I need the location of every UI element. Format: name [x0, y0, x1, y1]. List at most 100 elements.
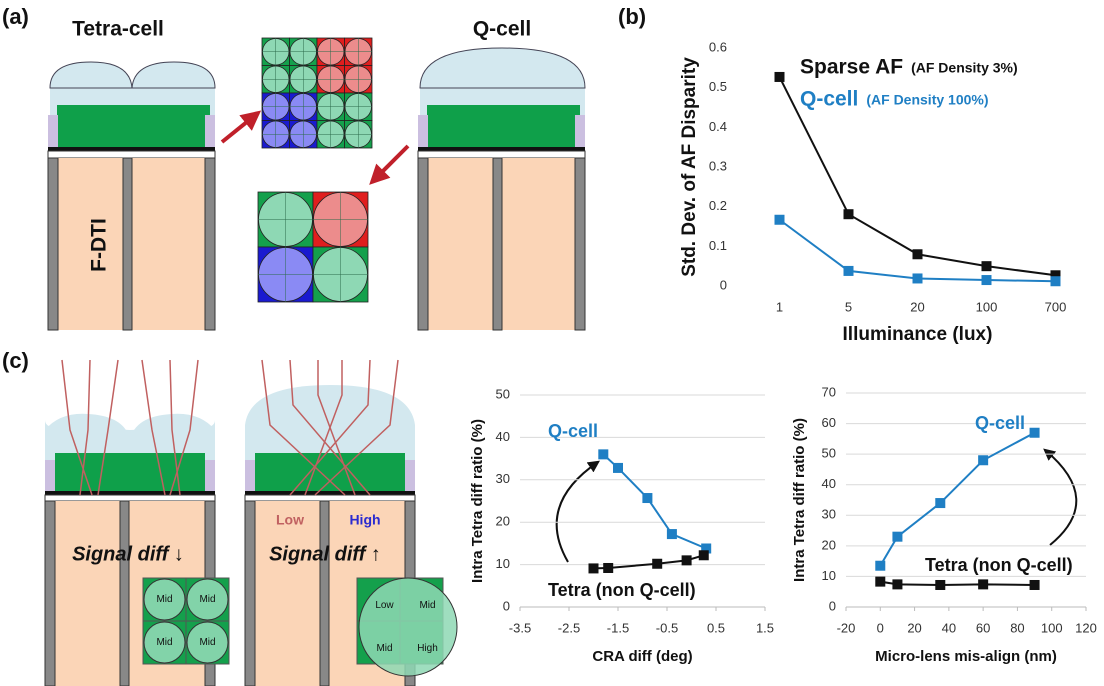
arrow	[1045, 450, 1076, 545]
y-tick-label: 0.4	[709, 119, 727, 134]
marker	[892, 579, 902, 589]
y-tick-label: 0	[829, 598, 836, 613]
series-note: (AF Density 3%)	[911, 60, 1018, 76]
marker	[935, 498, 945, 508]
series-label: Q-cell	[800, 88, 858, 111]
marker	[598, 449, 608, 459]
arrow	[222, 113, 258, 142]
signal-text: Signal diff ↓	[72, 543, 184, 565]
marker	[982, 261, 992, 271]
y-tick-label: 0.5	[709, 79, 727, 94]
marker	[775, 72, 785, 82]
marker	[613, 463, 623, 473]
structure-label: F-DTI	[88, 218, 111, 272]
micro-lens	[359, 578, 457, 676]
y-tick-label: 10	[822, 568, 836, 583]
x-tick-label: 700	[1045, 299, 1067, 314]
cell-label: Mid	[199, 594, 215, 605]
y-tick-label: 30	[496, 471, 510, 486]
y-tick-label: 20	[496, 514, 510, 529]
marker	[642, 493, 652, 503]
panel-label: (a)	[2, 4, 29, 29]
marker	[603, 563, 613, 573]
structure-title: Q-cell	[473, 18, 531, 41]
y-tick-label: 50	[822, 446, 836, 461]
y-tick-label: 0	[720, 277, 727, 292]
marker	[978, 579, 988, 589]
y-tick-label: 40	[822, 476, 836, 491]
marker	[875, 577, 885, 587]
y-tick-label: 70	[822, 384, 836, 399]
cell-label: High	[417, 643, 438, 654]
panel-label: (b)	[618, 4, 646, 29]
marker	[935, 580, 945, 590]
cell-label: Mid	[419, 600, 435, 611]
x-tick-label: 40	[942, 620, 956, 635]
x-tick-label: 1	[776, 299, 783, 314]
x-tick-label: 20	[907, 620, 921, 635]
marker	[892, 532, 902, 542]
x-axis-label: CRA diff (deg)	[592, 648, 692, 665]
marker	[1030, 580, 1040, 590]
y-axis-label: Std. Dev. of AF Disparity	[679, 57, 700, 277]
y-axis-label: Intra Tetra diff ratio (%)	[791, 418, 808, 582]
marker	[682, 555, 692, 565]
cell-label: Low	[375, 600, 394, 611]
x-tick-label: -20	[837, 620, 856, 635]
marker	[982, 275, 992, 285]
marker	[699, 550, 709, 560]
y-tick-label: 0.3	[709, 158, 727, 173]
x-tick-label: 120	[1075, 620, 1097, 635]
marker	[913, 273, 923, 283]
x-tick-label: 60	[976, 620, 990, 635]
x-tick-label: 0	[877, 620, 884, 635]
marker	[775, 215, 785, 225]
x-tick-label: 0.5	[707, 620, 725, 635]
signal-text: Signal diff ↑	[269, 543, 381, 565]
x-tick-label: -2.5	[558, 620, 580, 635]
signal-label: High	[349, 512, 380, 528]
series-note: (AF Density 100%)	[866, 92, 988, 108]
figure: (a) (b) (c) Tetra-cell F-DTI Q-cell	[0, 0, 1104, 686]
marker	[1051, 276, 1061, 286]
marker	[875, 561, 885, 571]
x-tick-label: 100	[1041, 620, 1063, 635]
arrow	[557, 462, 598, 562]
x-tick-label: -0.5	[656, 620, 678, 635]
signal-label: Low	[276, 512, 304, 528]
cell-label: Mid	[199, 637, 215, 648]
y-tick-label: 0.1	[709, 238, 727, 253]
marker	[589, 563, 599, 573]
x-tick-label: 1.5	[756, 620, 774, 635]
y-tick-label: 20	[822, 537, 836, 552]
x-tick-label: -3.5	[509, 620, 531, 635]
marker	[844, 266, 854, 276]
x-axis-label: Micro-lens mis-align (nm)	[875, 648, 1057, 665]
series-label: Tetra (non Q-cell)	[548, 580, 696, 600]
series-label: Tetra (non Q-cell)	[925, 555, 1073, 575]
panel-label: (c)	[2, 348, 29, 373]
series-label: Q-cell	[548, 421, 598, 441]
marker	[652, 559, 662, 569]
cell-label: Mid	[156, 594, 172, 605]
y-tick-label: 0.2	[709, 198, 727, 213]
marker	[844, 209, 854, 219]
y-tick-label: 10	[496, 556, 510, 571]
q-cell-structure	[418, 48, 585, 330]
cell-label: Mid	[376, 643, 392, 654]
series-label: Q-cell	[975, 413, 1025, 433]
structure-title: Tetra-cell	[72, 18, 164, 41]
x-tick-label: 5	[845, 299, 852, 314]
x-tick-label: 20	[910, 299, 924, 314]
y-tick-label: 0	[503, 598, 510, 613]
y-tick-label: 30	[822, 507, 836, 522]
marker	[1030, 428, 1040, 438]
marker	[978, 455, 988, 465]
series-line	[880, 582, 1034, 585]
tetra-cell-structure	[48, 62, 215, 330]
y-tick-label: 0.6	[709, 39, 727, 54]
x-tick-label: 80	[1010, 620, 1024, 635]
y-tick-label: 50	[496, 386, 510, 401]
x-tick-label: -1.5	[607, 620, 629, 635]
arrow	[372, 146, 408, 182]
